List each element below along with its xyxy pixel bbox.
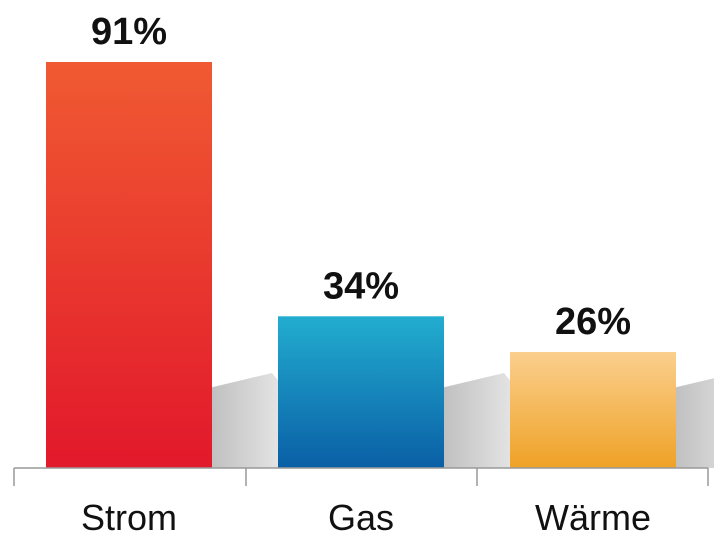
bar-strom [46, 62, 212, 468]
value-label-wärme: 26% [555, 301, 631, 343]
category-label-wärme: Wärme [535, 497, 651, 538]
value-label-gas: 34% [323, 265, 399, 307]
bar-shadow-wärme [676, 373, 714, 468]
bar-gas [278, 316, 444, 468]
bar-wärme [510, 352, 676, 468]
value-label-strom: 91% [91, 11, 167, 53]
category-label-strom: Strom [81, 497, 177, 538]
category-labels: Strom Gas Wärme [81, 497, 651, 538]
x-axis-ticks [14, 468, 708, 486]
category-label-gas: Gas [328, 497, 394, 538]
